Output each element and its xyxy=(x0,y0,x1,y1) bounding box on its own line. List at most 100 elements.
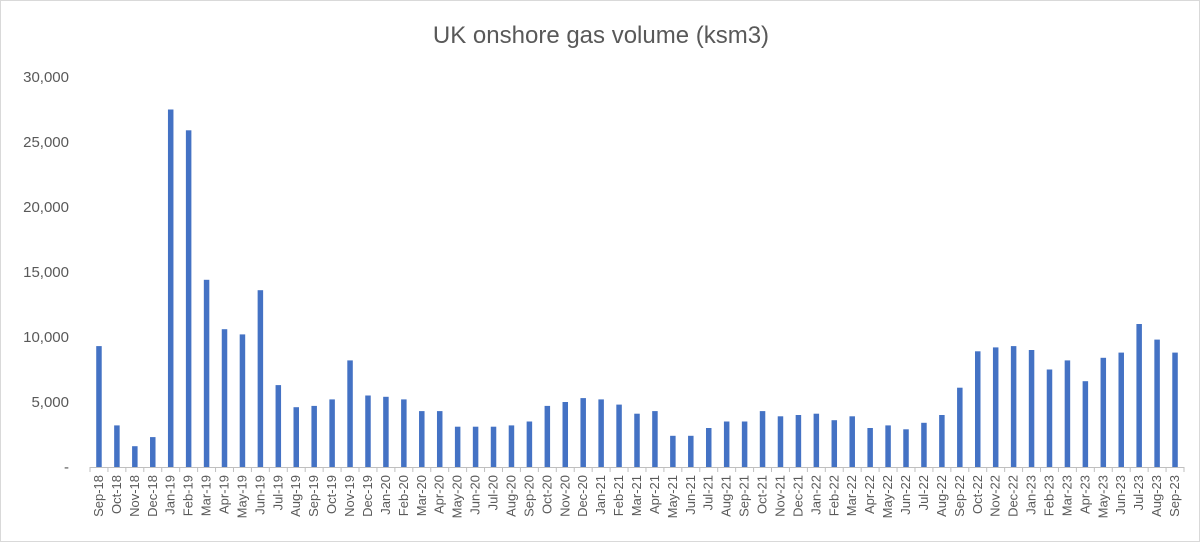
y-tick-label: 25,000 xyxy=(23,134,69,151)
x-tick-label: Sep-20 xyxy=(521,475,536,517)
bar xyxy=(580,398,586,467)
x-tick-label: Dec-22 xyxy=(1006,475,1021,517)
bar xyxy=(150,437,156,467)
bar xyxy=(903,429,909,467)
bar xyxy=(508,425,515,467)
bar xyxy=(975,351,981,467)
x-tick-label: Sep-23 xyxy=(1167,475,1182,517)
bar xyxy=(705,428,712,467)
x-tick-label: May-22 xyxy=(880,475,895,518)
bar xyxy=(490,426,497,467)
x-tick-label: Nov-19 xyxy=(342,475,357,517)
x-tick-label: Mar-23 xyxy=(1059,475,1074,516)
x-tick-label: Apr-22 xyxy=(862,475,877,514)
chart-title: UK onshore gas volume (ksm3) xyxy=(433,22,769,49)
bar xyxy=(885,425,891,467)
bar xyxy=(777,416,784,467)
x-tick-label: Apr-23 xyxy=(1077,475,1092,514)
bar xyxy=(203,279,210,467)
y-tick-label: 20,000 xyxy=(23,199,69,216)
x-tick-label: Apr-19 xyxy=(217,475,232,514)
bar xyxy=(436,411,443,467)
x-tick-label: Jul-22 xyxy=(916,475,931,510)
x-tick-label: Oct-19 xyxy=(324,475,339,514)
bar xyxy=(849,416,855,467)
bar xyxy=(221,329,228,467)
bar xyxy=(401,399,407,467)
x-tick-label: Dec-20 xyxy=(575,475,590,517)
x-tick-label: Nov-21 xyxy=(772,475,787,517)
bar xyxy=(813,413,820,467)
x-tick-label: Aug-21 xyxy=(719,475,734,517)
bar xyxy=(96,346,102,467)
x-tick-label: Jun-21 xyxy=(683,475,698,515)
bar xyxy=(257,290,264,467)
bar xyxy=(562,402,569,467)
x-tick-label: Aug-22 xyxy=(934,475,949,517)
bar xyxy=(688,435,694,467)
y-tick-label: 15,000 xyxy=(23,264,69,281)
x-tick-label: Feb-23 xyxy=(1041,475,1056,516)
x-tick-label: Jun-23 xyxy=(1113,475,1128,515)
x-tick-label: Jun-22 xyxy=(898,475,913,515)
bar xyxy=(114,425,120,467)
y-tick-label: 5,000 xyxy=(31,394,69,411)
bar xyxy=(957,387,963,467)
y-tick-label: 30,000 xyxy=(23,69,69,86)
bar xyxy=(1100,357,1107,467)
bar xyxy=(634,413,640,467)
bar xyxy=(185,130,192,468)
x-tick-label: Feb-20 xyxy=(396,475,411,516)
x-axis: Sep-18 Oct-18 Nov-18 Dec-18 Jan-19 Feb-19 Mar-… xyxy=(89,467,1185,518)
x-tick-label: Feb-19 xyxy=(181,475,196,516)
x-tick-label: Jun-19 xyxy=(252,475,267,515)
x-tick-label: Jun-20 xyxy=(468,475,483,515)
bar xyxy=(723,421,730,467)
y-tick-label: - xyxy=(64,459,69,476)
x-tick-label: Feb-21 xyxy=(611,475,626,516)
bar xyxy=(670,435,676,467)
bar xyxy=(419,411,425,467)
x-tick-label: Sep-22 xyxy=(952,475,967,517)
x-tick-label: Mar-21 xyxy=(629,475,644,516)
bar xyxy=(293,407,299,467)
x-tick-label: Jan-19 xyxy=(163,475,178,515)
x-tick-label: Apr-20 xyxy=(432,475,447,514)
x-tick-label: Dec-21 xyxy=(790,475,805,517)
x-tick-label: Apr-21 xyxy=(647,475,662,514)
bar xyxy=(616,404,622,467)
bar xyxy=(275,385,282,467)
bar xyxy=(831,420,838,467)
x-tick-label: Mar-22 xyxy=(844,475,859,516)
bar xyxy=(365,395,371,467)
x-tick-label: Jan-23 xyxy=(1024,475,1039,515)
bar xyxy=(132,446,138,467)
x-tick-label: May-23 xyxy=(1095,475,1110,518)
bar xyxy=(347,360,353,467)
x-tick-label: Dec-18 xyxy=(145,475,160,517)
x-tick-label: Oct-21 xyxy=(755,475,770,514)
bar xyxy=(795,415,802,467)
y-tick-label: 10,000 xyxy=(23,329,69,346)
bar xyxy=(239,334,246,467)
bar xyxy=(939,415,945,467)
bar xyxy=(921,422,927,467)
bar xyxy=(454,426,461,467)
bar xyxy=(652,411,658,467)
x-tick-label: Aug-19 xyxy=(288,475,303,517)
bar xyxy=(1172,352,1178,467)
x-tick-label: Oct-20 xyxy=(539,475,554,514)
x-tick-label: Dec-19 xyxy=(360,475,375,517)
x-tick-label: Sep-18 xyxy=(91,475,106,517)
bar xyxy=(867,428,873,467)
bar xyxy=(383,396,389,467)
x-tick-label: Nov-20 xyxy=(557,475,572,517)
bar xyxy=(1154,339,1160,467)
x-tick-label: Feb-22 xyxy=(826,475,841,516)
bar xyxy=(741,421,748,467)
bar xyxy=(759,411,766,467)
x-tick-label: Jul-19 xyxy=(270,475,285,510)
bar xyxy=(1046,369,1053,467)
